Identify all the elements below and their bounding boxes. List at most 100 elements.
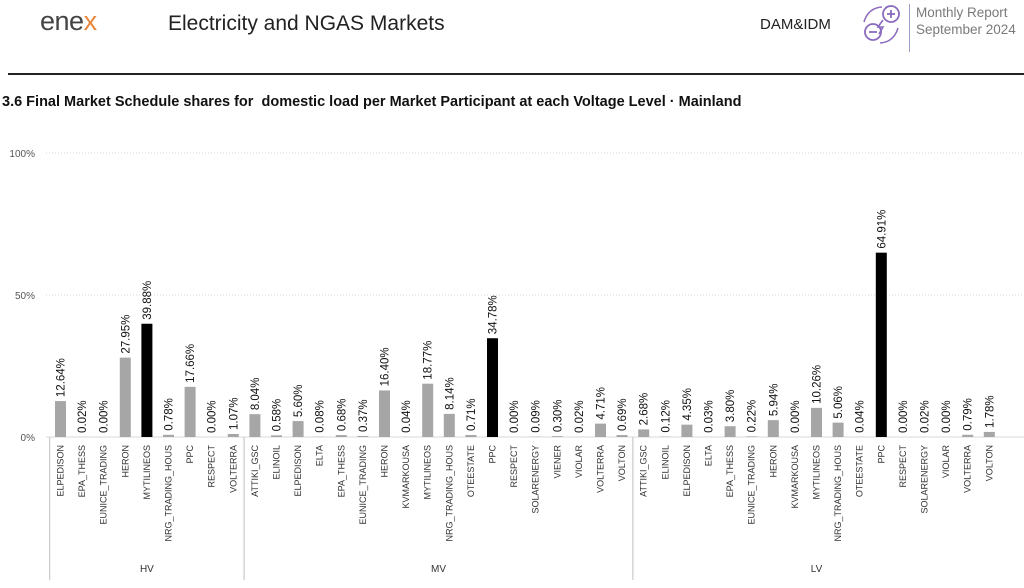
report-month: September 2024 (916, 22, 1016, 37)
category-label: ELINOIL (272, 445, 282, 480)
category-label: ELPEDISON (682, 445, 692, 497)
category-label: EUNICE_TRADING (99, 445, 109, 525)
bar-value-label: 0.12% (660, 400, 672, 433)
bar (811, 407, 822, 437)
bar (551, 436, 563, 437)
bar (616, 435, 628, 437)
category-label: PPC (488, 445, 498, 464)
bar-value-label: 0.00% (941, 400, 953, 433)
bar (681, 424, 693, 437)
bar (465, 434, 477, 437)
category-label: ELPEDISON (56, 445, 66, 497)
bar-value-label: 4.71% (596, 387, 608, 420)
market-share-bar-chart: 0% 50% 100% 12.64% ELPEDISON 0.02% EPA_THESS 0.… (9, 149, 1024, 580)
plus-minus-lightning-icon (863, 5, 900, 44)
category-label: HERON (380, 445, 390, 478)
bar-value-label: 0.69% (617, 398, 629, 431)
category-label: EPA_THESS (336, 445, 346, 497)
bar-value-label: 0.00% (790, 400, 802, 433)
category-label: VIENER (552, 445, 562, 479)
bar-value-label: 27.95% (120, 315, 132, 354)
bar-value-label: 12.64% (56, 358, 68, 397)
y-tick-label: 0% (21, 433, 36, 444)
bar (357, 435, 369, 437)
bar (832, 422, 844, 437)
category-label: MYTILINEOS (423, 445, 433, 500)
category-label: ATTIKI_GSC (639, 445, 649, 497)
bar (163, 434, 174, 437)
bar (746, 436, 758, 437)
logo-accent: x (83, 6, 98, 36)
report-header: enex Electricity and NGAS Markets DAM&ID… (0, 0, 1024, 75)
category-label: NRG_TRADING_HOUS (833, 445, 843, 542)
bar-value-label: 5.06% (833, 386, 845, 419)
bar-value-label: 4.35% (682, 388, 694, 421)
bar (227, 433, 239, 437)
category-label: VOLTERRA (228, 445, 238, 493)
market-tag: DAM&IDM (760, 16, 831, 33)
category-label: RESPECT (207, 445, 217, 488)
bar-value-label: 5.60% (293, 384, 305, 417)
bar-value-label: 18.77% (423, 341, 435, 380)
category-label: EUNICE_TRADING (747, 445, 757, 525)
bar (379, 390, 390, 437)
bar (443, 413, 455, 437)
y-tick-label: 100% (9, 149, 35, 160)
y-tick-label: 50% (15, 291, 35, 302)
bar-value-label: 0.08% (315, 400, 327, 433)
header-divider (909, 4, 910, 52)
bar-value-label: 8.14% (444, 377, 456, 410)
bar (487, 338, 498, 437)
category-label: ELINOIL (660, 445, 670, 480)
bar-value-label: 0.02% (920, 400, 932, 433)
bar (119, 357, 131, 437)
category-label: HERON (120, 445, 130, 478)
category-label: ELTA (315, 445, 325, 466)
category-label: ELTA (704, 445, 714, 466)
bar (724, 426, 736, 437)
bar-value-label: 0.68% (336, 398, 348, 431)
bar (292, 421, 304, 437)
bar-value-label: 0.09% (531, 400, 543, 433)
category-label: SOLARENERGY (531, 445, 541, 514)
bar-value-label: 3.80% (725, 390, 737, 423)
bar-value-label: 0.58% (272, 399, 284, 432)
chart-title: 3.6 Final Market Schedule shares for dom… (2, 94, 742, 110)
bar-value-label: 0.37% (358, 399, 370, 432)
page-title: Electricity and NGAS Markets (168, 12, 445, 35)
bar (55, 401, 66, 437)
bar-value-label: 0.00% (509, 400, 521, 433)
bar-value-label: 0.04% (401, 400, 413, 433)
category-label: VOLTON (984, 445, 994, 481)
logo-text: ene (40, 6, 84, 36)
category-label: RESPECT (898, 445, 908, 488)
bar-value-label: 39.88% (142, 281, 154, 320)
category-label: EUNICE_TRADING (358, 445, 368, 525)
bar (875, 252, 887, 437)
bar (271, 435, 282, 437)
bar-value-label: 0.30% (552, 400, 564, 433)
category-label: VIOLAR (574, 445, 584, 479)
bar-value-label: 0.79% (963, 398, 975, 431)
category-label: KVMARKOUSA (790, 445, 800, 509)
category-label: EPA_THESS (77, 445, 87, 497)
enex-logo: enex (40, 6, 97, 37)
category-label: SOLARENERGY (920, 445, 930, 514)
bar-value-label: 0.22% (747, 400, 759, 433)
category-label: KVMARKOUSA (401, 445, 411, 509)
category-label: ATTIKI_GSC (250, 445, 260, 497)
category-label: VOLTERRA (596, 445, 606, 493)
bar (141, 323, 153, 437)
bar (983, 431, 995, 437)
category-label: ELPEDISON (293, 445, 303, 497)
group-label: MV (431, 564, 446, 575)
bar (767, 420, 779, 437)
header-rule (8, 73, 1024, 75)
bar-value-label: 0.78% (164, 398, 176, 431)
bar-value-label: 1.07% (228, 397, 240, 430)
category-label: EPA_THESS (725, 445, 735, 497)
bar-value-label: 0.02% (574, 400, 586, 433)
category-label: NRG_TRADING_HOUS (444, 445, 454, 542)
category-label: OTEESTATE (855, 445, 865, 497)
category-label: VOLTON (617, 445, 627, 481)
